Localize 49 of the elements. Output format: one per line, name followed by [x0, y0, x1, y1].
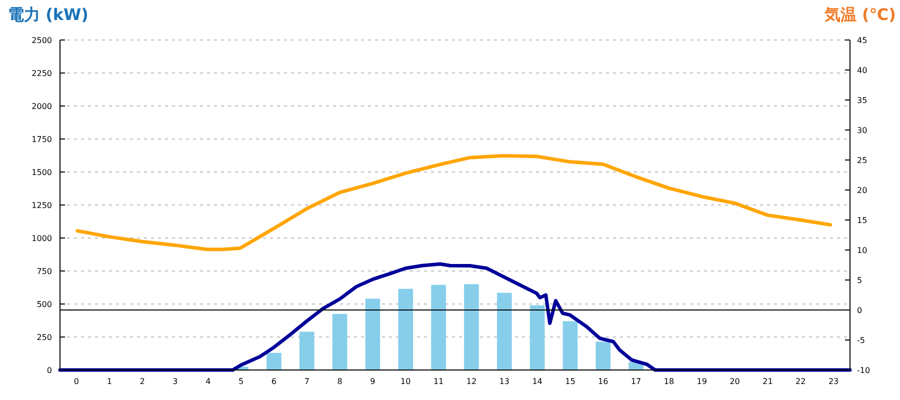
y-tick-label: 1000	[32, 234, 52, 243]
x-tick-label: 15	[565, 377, 576, 386]
y2-tick-label: 5	[857, 276, 862, 285]
y-tick-label: 2250	[32, 68, 52, 78]
y2-tick-label: 40	[857, 66, 868, 75]
x-tick-label: 22	[796, 377, 806, 386]
x-tick-label: 20	[730, 377, 740, 386]
x-tick-label: 7	[304, 377, 310, 386]
y2-tick-label: -10	[857, 366, 870, 375]
y2-tick-label: 35	[857, 96, 868, 105]
x-tick-label: 11	[433, 377, 444, 386]
y2-tick-label: 45	[857, 36, 868, 45]
y-tick-label: 2000	[32, 102, 52, 111]
y-tick-label: 1750	[32, 134, 52, 144]
x-tick-label: 3	[172, 377, 178, 386]
y-tick-label: 2500	[32, 36, 52, 45]
x-tick-label: 23	[828, 377, 839, 386]
y2-axis-title: 気温 (℃)	[823, 5, 896, 24]
y-tick-label: 750	[36, 266, 52, 276]
x-tick-label: 12	[466, 377, 477, 386]
x-tick-label: 17	[630, 377, 642, 386]
y2-tick-label: -5	[857, 336, 865, 345]
y2-tick-label: 0	[857, 306, 862, 315]
y-tick-label: 1500	[32, 168, 52, 177]
x-tick-label: 19	[696, 377, 707, 386]
x-tick-label: 5	[238, 377, 244, 386]
y-tick-label: 500	[36, 300, 52, 309]
x-tick-label: 21	[762, 377, 773, 386]
x-tick-label: 13	[499, 377, 510, 386]
y2-tick-label: 15	[857, 216, 868, 225]
x-tick-label: 0	[74, 377, 80, 386]
x-tick-label: 18	[664, 377, 674, 386]
y2-tick-label: 10	[857, 246, 868, 255]
x-tick-label: 14	[532, 377, 542, 386]
x-tick-label: 16	[598, 377, 608, 386]
y-tick-label: 0	[46, 366, 52, 375]
y-axis-title: 電力 (kW)	[8, 5, 88, 24]
x-tick-label: 10	[400, 377, 411, 386]
x-tick-label: 2	[140, 377, 145, 386]
y2-tick-label: 20	[857, 186, 868, 195]
y2-tick-label: 30	[857, 126, 868, 135]
x-tick-label: 1	[106, 377, 112, 386]
x-tick-label: 6	[271, 377, 277, 386]
y-tick-label: 1250	[32, 200, 52, 210]
x-tick-label: 8	[337, 377, 342, 386]
x-tick-label: 9	[370, 377, 376, 386]
y-tick-label: 250	[36, 332, 52, 342]
x-tick-label: 4	[206, 377, 211, 386]
y2-tick-label: 25	[857, 156, 868, 165]
